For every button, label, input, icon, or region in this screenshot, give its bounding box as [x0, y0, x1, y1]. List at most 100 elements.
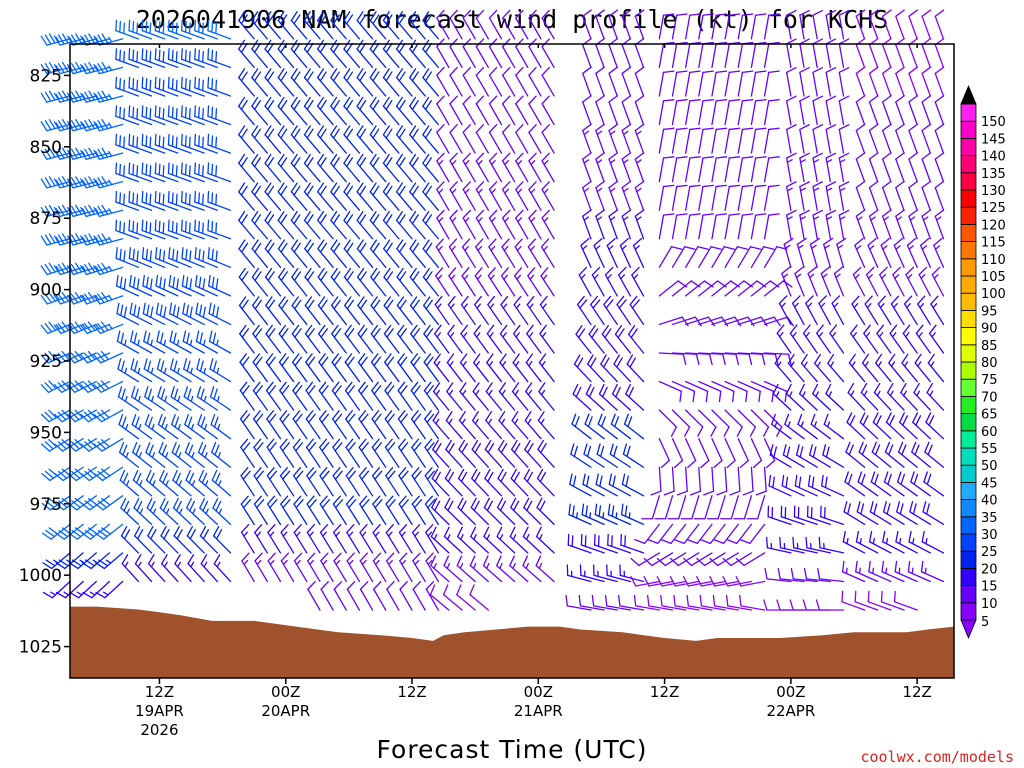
wind-barb: [293, 524, 308, 554]
wind-barb: [812, 124, 824, 154]
wind-barb: [496, 555, 516, 583]
wind-barb: [80, 380, 111, 393]
wind-barb: [397, 353, 413, 383]
wind-barb: [881, 152, 892, 183]
wind-barb: [934, 180, 945, 211]
wind-barb: [277, 96, 295, 126]
wind-barb: [449, 152, 463, 183]
colorbar-swatch: [960, 585, 977, 604]
wind-barb: [634, 152, 645, 183]
wind-barb: [293, 467, 308, 497]
wind-barb: [868, 66, 879, 97]
wind-barb: [290, 125, 308, 154]
wind-barb: [511, 411, 529, 440]
wind-barb: [356, 11, 374, 40]
wind-barb: [475, 209, 489, 240]
wind-barb: [703, 466, 715, 496]
wind-barb: [238, 153, 255, 183]
wind-barb: [319, 467, 334, 497]
wind-barb: [528, 124, 542, 154]
wind-barb: [317, 211, 334, 240]
x-tick-label: 2026: [140, 721, 178, 739]
wind-barb: [395, 11, 413, 40]
credit-link[interactable]: coolwx.com/models: [860, 748, 1014, 766]
wind-barb: [240, 495, 255, 526]
wind-barb: [143, 330, 166, 354]
wind-barb: [498, 382, 516, 411]
wind-barb: [634, 523, 660, 544]
wind-barb: [799, 95, 810, 126]
wind-barb: [147, 554, 166, 583]
wind-barb: [132, 469, 153, 497]
wind-barb: [699, 594, 726, 611]
wind-barb: [330, 296, 347, 326]
colorbar-tick-label: 50: [981, 459, 998, 474]
wind-barb: [541, 66, 555, 97]
wind-barb: [908, 66, 918, 97]
wind-barb: [918, 266, 931, 297]
wind-barb: [333, 552, 347, 583]
wind-barb: [627, 324, 645, 354]
wind-barb: [671, 438, 684, 469]
wind-barb: [522, 526, 542, 554]
wind-barb: [472, 382, 489, 411]
wind-barb: [346, 580, 361, 611]
wind-barb: [669, 552, 700, 567]
wind-barb: [585, 383, 605, 411]
wind-barb: [825, 181, 837, 211]
wind-barb: [764, 567, 792, 583]
wind-barb: [684, 352, 713, 366]
wind-barb: [154, 48, 179, 69]
wind-barb: [528, 38, 542, 69]
wind-barb: [395, 96, 413, 126]
wind-barb: [462, 95, 476, 126]
wind-barb: [698, 70, 714, 97]
wind-barb: [527, 267, 542, 297]
wind-barb: [80, 321, 111, 335]
wind-barb: [658, 352, 687, 366]
wind-barb: [724, 156, 741, 183]
wind-barb: [854, 590, 879, 611]
wind-barb: [656, 552, 687, 567]
wind-barb: [526, 324, 542, 354]
wind-barb: [901, 353, 918, 383]
wind-barb: [851, 295, 866, 326]
wind-barb: [711, 13, 728, 40]
wind-barb: [660, 594, 687, 611]
wind-barb: [209, 386, 232, 411]
wind-barb: [154, 133, 179, 154]
wind-barb: [535, 555, 555, 583]
wind-barb: [266, 495, 282, 526]
wind-barb: [895, 95, 905, 126]
wind-barb: [80, 466, 111, 482]
wind-barb: [303, 153, 321, 183]
wind-barb: [634, 66, 645, 97]
wind-barb: [857, 471, 879, 497]
colorbar-tick-label: 150: [981, 115, 1006, 130]
wind-barb: [684, 409, 704, 437]
wind-barb: [331, 324, 347, 354]
wind-barb: [540, 238, 555, 268]
wind-barb: [195, 302, 218, 326]
wind-barb: [133, 497, 153, 526]
wind-barb: [580, 533, 605, 554]
wind-barb: [812, 38, 824, 69]
wind-barb: [698, 156, 714, 183]
wind-barb: [343, 96, 361, 126]
y-tick-label: 825: [30, 66, 62, 86]
wind-barb: [277, 239, 295, 268]
wind-barb: [593, 237, 605, 268]
wind-barb: [369, 239, 387, 268]
wind-barb: [436, 152, 450, 183]
wind-barb: [799, 383, 818, 411]
wind-barb: [867, 590, 892, 611]
wind-barb: [155, 302, 179, 326]
wind-barb: [184, 441, 205, 468]
wind-barb: [305, 353, 321, 383]
wind-barb: [855, 123, 866, 154]
wind-barb: [436, 181, 450, 211]
wind-barb: [372, 524, 387, 554]
wind-barb: [488, 209, 503, 240]
wind-barb: [567, 533, 592, 554]
wind-barb: [720, 495, 739, 520]
